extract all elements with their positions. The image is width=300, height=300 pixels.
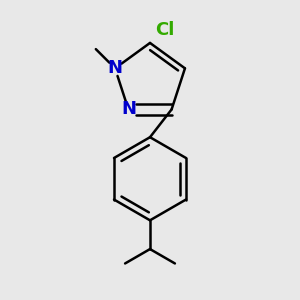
Text: N: N	[121, 100, 136, 118]
Text: N: N	[107, 59, 122, 77]
Text: Cl: Cl	[155, 21, 174, 39]
